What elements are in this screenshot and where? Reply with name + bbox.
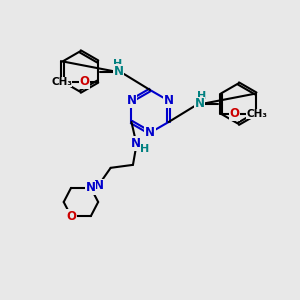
Text: N: N <box>127 94 136 107</box>
Text: H: H <box>113 59 122 69</box>
Text: O: O <box>66 210 76 223</box>
Text: N: N <box>164 94 173 107</box>
Text: N: N <box>195 97 205 110</box>
Text: N: N <box>145 126 155 139</box>
Text: N: N <box>131 137 141 150</box>
Text: N: N <box>94 179 104 192</box>
Text: O: O <box>79 75 89 88</box>
Text: CH₃: CH₃ <box>52 76 73 87</box>
Text: H: H <box>140 144 149 154</box>
Text: CH₃: CH₃ <box>246 109 267 119</box>
Text: N: N <box>86 182 96 194</box>
Text: N: N <box>114 65 124 78</box>
Text: O: O <box>229 107 239 120</box>
Text: H: H <box>196 91 206 101</box>
